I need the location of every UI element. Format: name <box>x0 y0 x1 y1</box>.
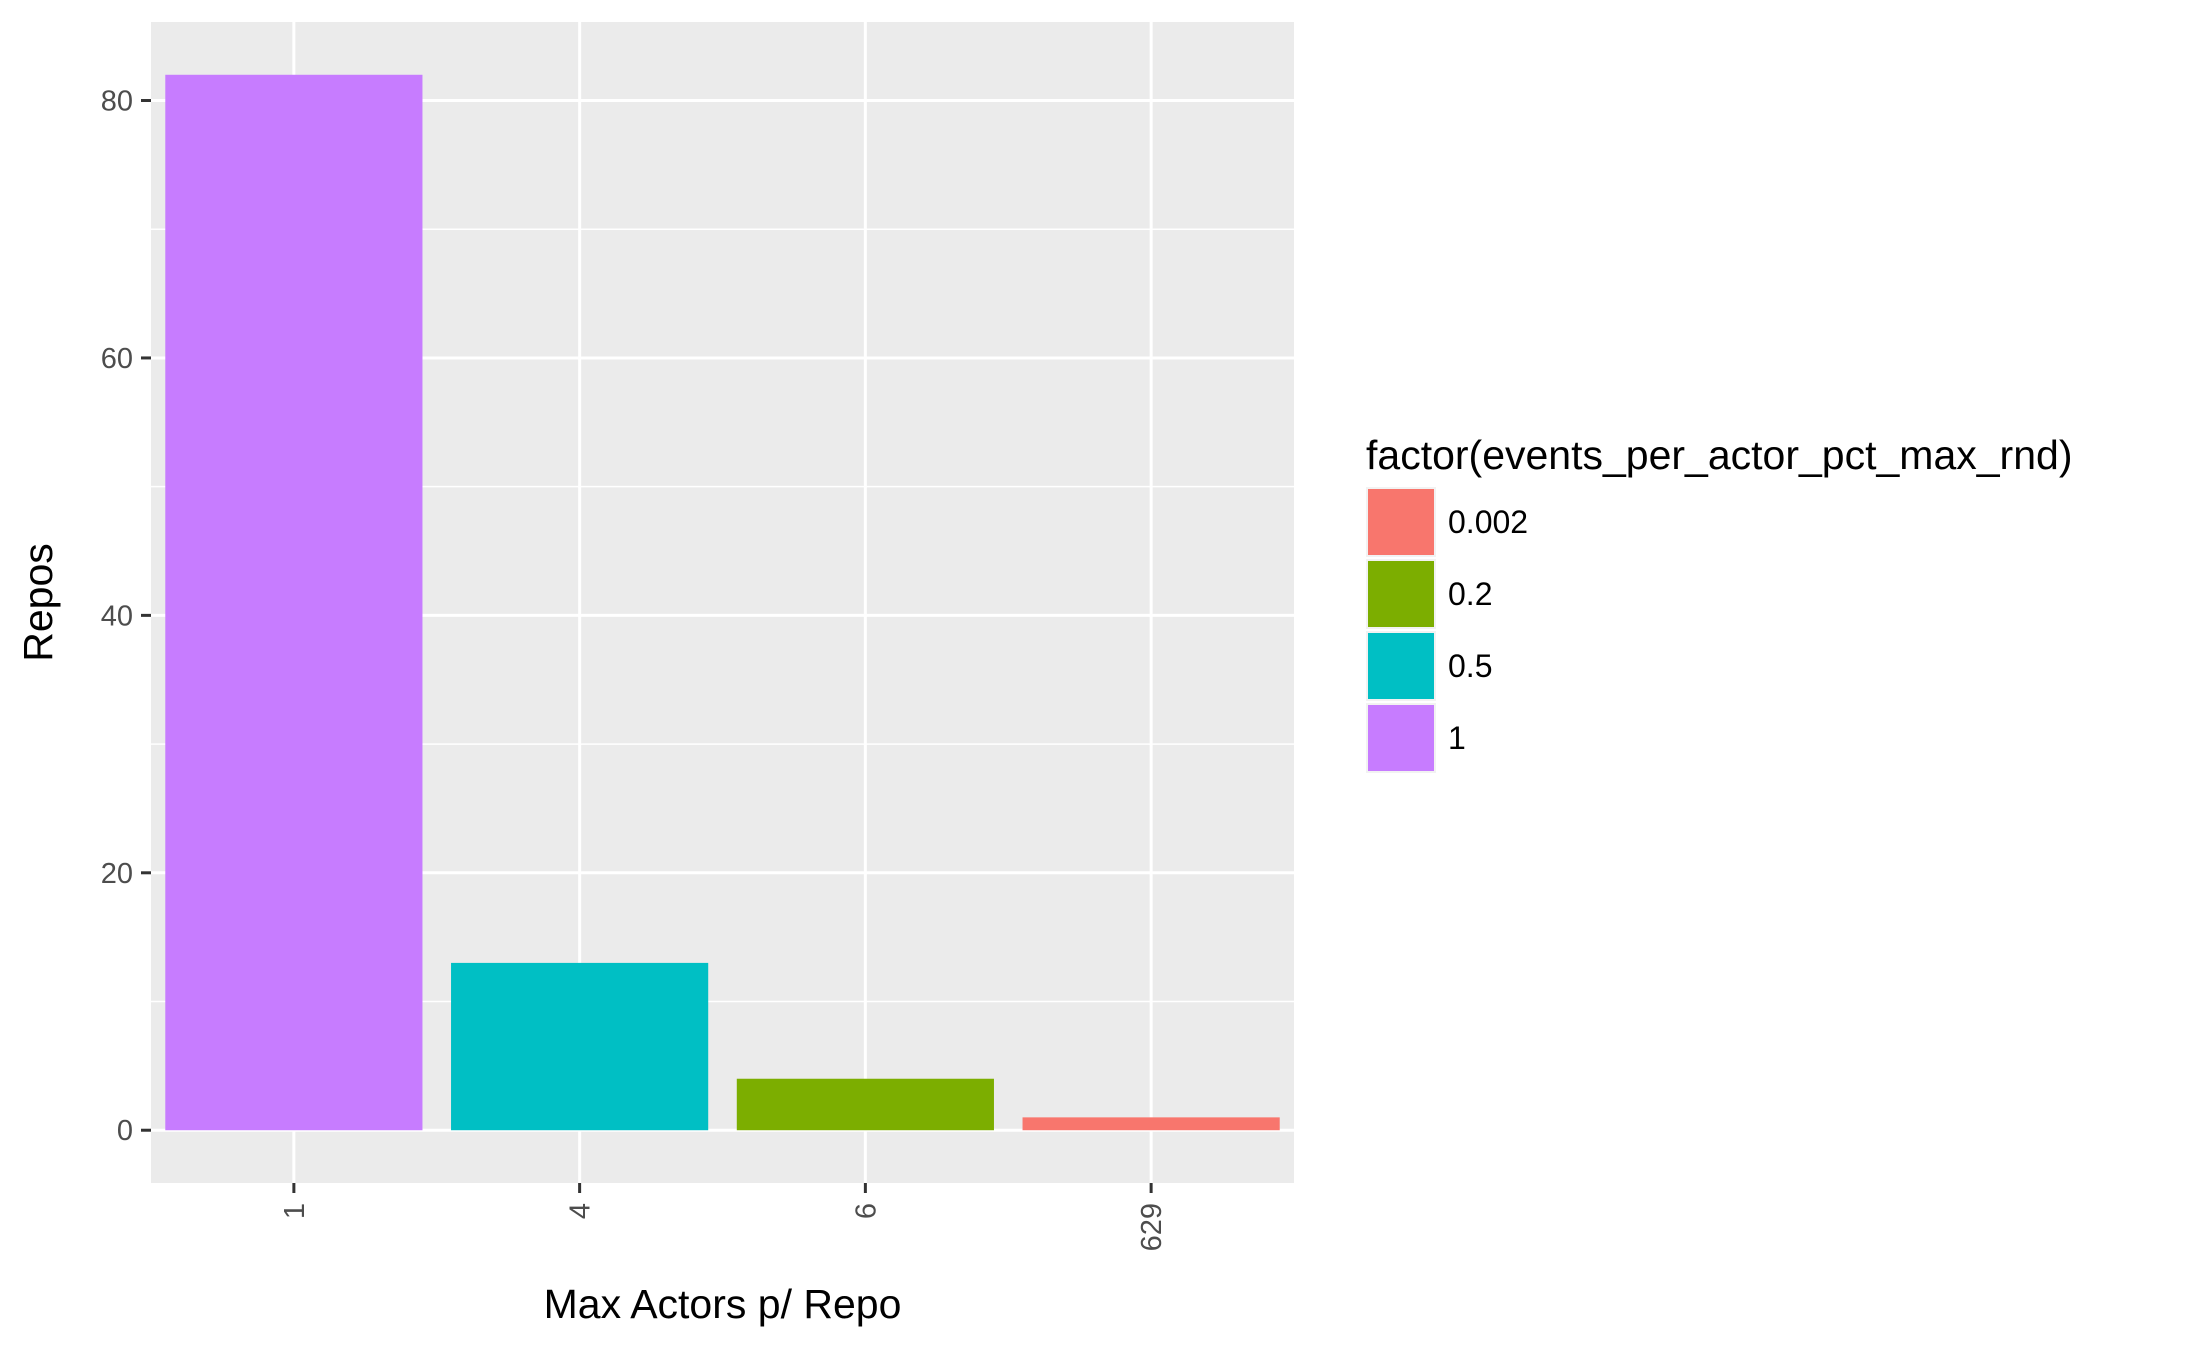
bar <box>736 1078 994 1131</box>
legend-swatch <box>1368 561 1434 627</box>
x-tick-label: 629 <box>1136 1203 1168 1251</box>
y-tick-label: 40 <box>101 600 133 632</box>
y-axis-title: Repos <box>15 543 61 662</box>
y-tick-label: 60 <box>101 343 133 375</box>
legend-label: 0.002 <box>1448 504 1528 540</box>
x-axis: 1 4 6 629 <box>279 1183 1168 1251</box>
y-axis: 0 20 40 60 80 <box>101 86 151 1147</box>
x-axis-title: Max Actors p/ Repo <box>544 1281 902 1327</box>
y-tick-label: 80 <box>101 86 133 118</box>
legend-label: 0.5 <box>1448 648 1492 684</box>
y-tick-label: 20 <box>101 858 133 890</box>
x-tick-label: 6 <box>850 1203 882 1219</box>
legend-swatch <box>1368 705 1434 771</box>
bars <box>165 74 1280 1131</box>
bar <box>451 962 709 1131</box>
x-tick-label: 4 <box>565 1203 597 1219</box>
x-tick-label: 1 <box>279 1203 311 1219</box>
y-tick-label: 0 <box>117 1115 133 1147</box>
bar <box>165 74 423 1131</box>
legend: factor(events_per_actor_pct_max_rnd) 0.0… <box>1366 432 2072 773</box>
legend-title: factor(events_per_actor_pct_max_rnd) <box>1366 432 2072 478</box>
legend-label: 0.2 <box>1448 576 1492 612</box>
legend-swatch <box>1368 489 1434 555</box>
legend-label: 1 <box>1448 720 1466 756</box>
bar <box>1022 1117 1280 1131</box>
legend-swatch <box>1368 633 1434 699</box>
